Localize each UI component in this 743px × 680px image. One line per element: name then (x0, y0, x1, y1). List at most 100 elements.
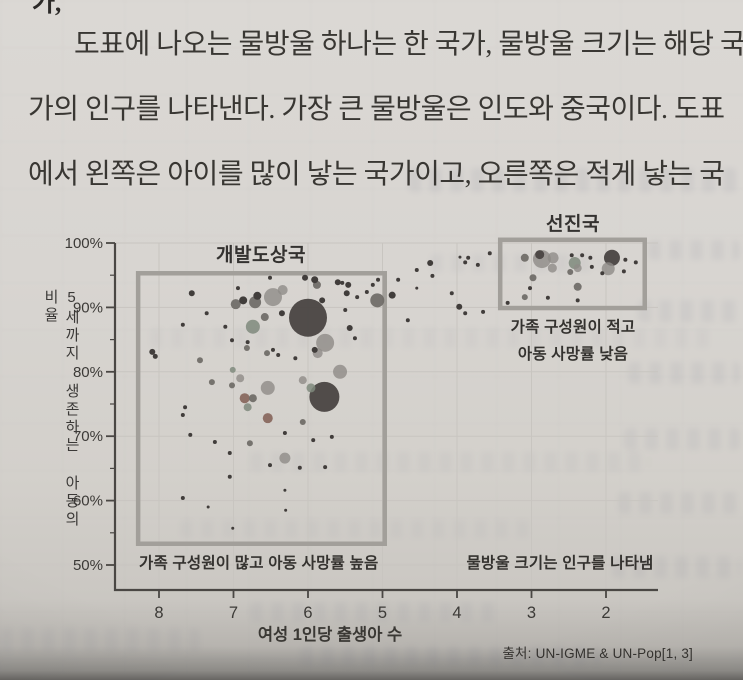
country-bubble (376, 277, 381, 282)
developed-annotation: 가족 구성원이 적고 아동 사망률 낮음 (463, 314, 683, 368)
country-bubble (243, 344, 250, 351)
country-bubble (520, 253, 529, 262)
country-bubble (529, 274, 537, 282)
country-bubble (475, 262, 480, 267)
country-bubble (297, 465, 302, 470)
x-axis-title: 여성 1인당 출생아 수 (257, 626, 403, 644)
country-bubble (545, 295, 550, 300)
country-bubble (352, 336, 357, 341)
country-bubble (601, 262, 615, 276)
country-bubble (229, 382, 236, 389)
country-bubble (245, 340, 250, 345)
y-tick-label: 80% (73, 364, 103, 381)
country-bubble (248, 394, 257, 403)
country-bubble (279, 452, 291, 464)
country-bubble (388, 291, 396, 299)
developed-annotation-line1: 가족 구성원이 적고 (510, 319, 636, 336)
country-bubble (268, 463, 273, 468)
country-bubble (505, 300, 510, 305)
country-bubble (621, 269, 626, 274)
country-bubble (396, 277, 401, 282)
country-bubble (466, 255, 471, 260)
country-bubble (309, 381, 340, 412)
country-bubble (521, 294, 528, 301)
x-tick-label: 6 (303, 604, 312, 622)
country-bubble (230, 299, 241, 310)
country-bubble (264, 350, 271, 357)
country-bubble (284, 508, 288, 512)
country-bubble (268, 275, 273, 280)
country-bubble (229, 366, 236, 373)
country-bubble (567, 268, 574, 275)
country-bubble (340, 280, 345, 285)
country-bubble (152, 353, 158, 359)
country-bubble (306, 383, 316, 393)
country-bubble (414, 268, 419, 273)
y-tick-label: 100% (65, 235, 103, 252)
country-bubble (243, 403, 252, 412)
country-bubble (547, 252, 559, 264)
country-bubble (289, 298, 327, 337)
country-bubble (260, 380, 275, 395)
country-bubble (263, 288, 282, 307)
country-bubble (547, 263, 557, 273)
country-bubble (245, 319, 260, 334)
paragraph: 도표에 나오는 물방울 하나는 한 국가, 물방울 크기는 해당 국 가의 인구… (28, 12, 743, 207)
country-bubble (316, 333, 335, 352)
y-tick-label: 50% (73, 557, 103, 574)
country-bubble (319, 297, 326, 304)
y-tick-label: 70% (73, 428, 103, 445)
country-bubble (231, 526, 235, 530)
country-bubble (262, 413, 273, 424)
country-bubble (311, 276, 319, 284)
y-tick-label: 90% (73, 299, 103, 316)
country-bubble (208, 379, 215, 386)
country-bubble (253, 291, 262, 300)
country-bubble (415, 286, 419, 290)
country-bubble (277, 285, 288, 296)
country-bubble (149, 348, 156, 355)
country-bubble (239, 296, 248, 305)
country-bubble (212, 439, 217, 444)
y-axis-title: 5세까지 생존하는 아동의 비율 (42, 289, 80, 529)
country-bubble (302, 274, 309, 281)
region-box-developed (497, 237, 647, 311)
country-bubble (260, 313, 269, 322)
country-bubble (333, 364, 348, 379)
country-bubble (223, 324, 228, 329)
country-bubble (282, 430, 287, 435)
country-bubble (364, 289, 369, 294)
country-bubble (346, 325, 353, 332)
country-bubble (239, 393, 250, 404)
axes (113, 243, 658, 592)
country-bubble (180, 322, 185, 327)
country-bubble (588, 255, 593, 260)
country-bubble (370, 282, 375, 287)
country-bubble (481, 309, 486, 314)
country-bubble (227, 450, 232, 455)
country-bubble (334, 279, 341, 286)
country-bubble (196, 357, 203, 364)
country-bubble (405, 318, 410, 323)
country-bubble (299, 419, 306, 426)
country-bubble (427, 259, 434, 266)
country-bubble (343, 290, 350, 297)
country-bubble (600, 271, 605, 276)
country-bubble (458, 255, 462, 259)
country-bubble (463, 260, 468, 265)
country-bubble (487, 251, 492, 256)
country-bubble (188, 432, 193, 437)
country-bubble (278, 310, 285, 317)
country-bubble (535, 250, 545, 260)
y-tick-label: 60% (73, 493, 103, 510)
country-bubble (575, 298, 580, 303)
x-tick-label: 7 (229, 604, 238, 622)
country-bubble (298, 376, 307, 385)
country-bubble (188, 290, 195, 297)
source-citation: 출처: UN-IGME & UN-Pop[1, 3] (502, 646, 693, 661)
country-bubble (283, 488, 287, 492)
country-bubble (343, 307, 348, 312)
country-bubble (329, 434, 334, 439)
country-bubble (230, 338, 235, 343)
